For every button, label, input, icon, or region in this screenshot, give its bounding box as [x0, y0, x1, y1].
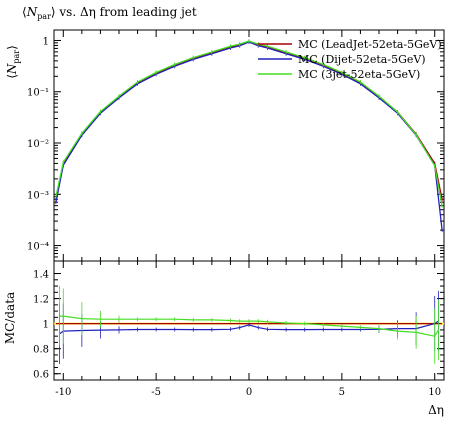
ratio-y-tick-label: 1.4 — [33, 270, 49, 281]
ratio-y-axis-label: MC/data — [3, 292, 17, 344]
main-y-tick-label: 10⁻⁴ — [27, 242, 49, 253]
main-y-tick-label: 10⁻¹ — [27, 88, 49, 99]
chart-title: ⟨Npar⟩ vs. Δη from leading jet — [22, 5, 197, 21]
main-panel-curves — [55, 39, 443, 233]
ratio-panel-curves — [54, 285, 444, 364]
legend-label: MC (Dijet-52eta-5GeV) — [298, 53, 426, 66]
x-tick-label: 5 — [339, 387, 345, 398]
main-y-tick-label: 1 — [43, 36, 49, 47]
ratio-axis-ticks: 1.4 1.2 1 0.8 0.6 -10 -5 0 5 10 — [33, 261, 444, 398]
ratio-y-tick-label: 0.6 — [33, 370, 49, 381]
x-tick-label: 10 — [428, 387, 441, 398]
main-y-tick-label: 10⁻² — [27, 139, 49, 150]
ratio-y-tick-label: 1.2 — [33, 295, 49, 306]
legend: MC (LeadJet-52eta-5GeV) MC (Dijet-52eta-5… — [258, 38, 442, 81]
ratio-y-tick-label: 0.8 — [33, 345, 49, 356]
main-y-tick-label: 10⁻³ — [27, 190, 49, 201]
x-axis-label: Δη — [428, 403, 444, 417]
x-tick-label: -10 — [55, 387, 71, 398]
x-tick-label: 0 — [246, 387, 252, 398]
ratio-y-tick-label: 1 — [43, 320, 49, 331]
legend-label: MC (3jet-52eta-5GeV) — [298, 68, 420, 81]
x-tick-label: -5 — [151, 387, 161, 398]
main-y-axis-label: ⟨Npar⟩ — [5, 45, 21, 79]
legend-label: MC (LeadJet-52eta-5GeV) — [298, 38, 442, 51]
